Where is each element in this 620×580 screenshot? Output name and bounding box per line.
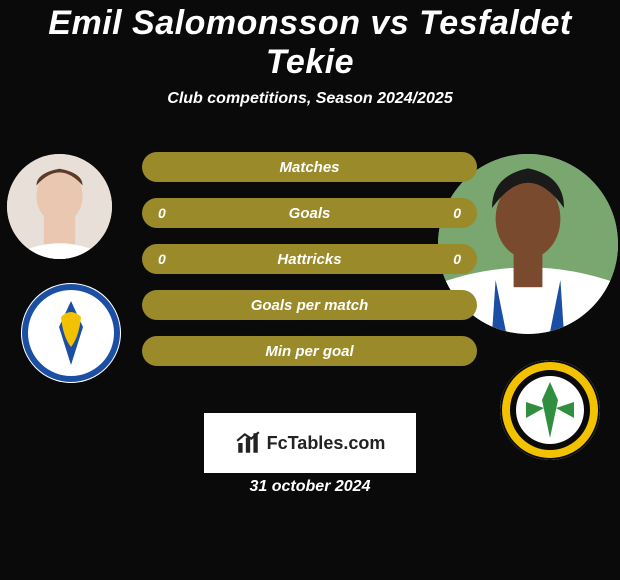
stat-value-right: 0 [453,251,461,267]
page-subtitle: Club competitions, Season 2024/2025 [0,90,620,108]
stat-label: Min per goal [265,343,353,360]
player-left-club-crest [21,283,121,383]
face-icon [7,154,112,259]
stat-row: Matches [142,152,477,182]
stat-label: Goals [289,205,331,222]
stat-rows: Matches 0 Goals 0 0 Hattricks 0 Goals pe… [142,152,477,382]
player-left-photo [7,154,112,259]
stat-label: Hattricks [277,251,341,268]
page-title: Emil Salomonsson vs Tesfaldet Tekie [0,4,620,82]
brand-logo: FcTables.com [204,413,416,473]
stat-value-right: 0 [453,205,461,221]
stat-row: Goals per match [142,290,477,320]
stat-row: Min per goal [142,336,477,366]
stat-label: Goals per match [251,297,369,314]
crest-icon [500,360,600,460]
comparison-panel: Matches 0 Goals 0 0 Hattricks 0 Goals pe… [0,138,620,438]
chart-icon [235,430,261,456]
stat-value-left: 0 [158,251,166,267]
brand-name: FcTables.com [267,433,386,454]
stat-row: 0 Goals 0 [142,198,477,228]
player-right-club-crest [500,360,600,460]
stat-label: Matches [279,159,339,176]
stat-value-left: 0 [158,205,166,221]
date-label: 31 october 2024 [0,478,620,496]
crest-icon [21,283,121,383]
stat-row: 0 Hattricks 0 [142,244,477,274]
